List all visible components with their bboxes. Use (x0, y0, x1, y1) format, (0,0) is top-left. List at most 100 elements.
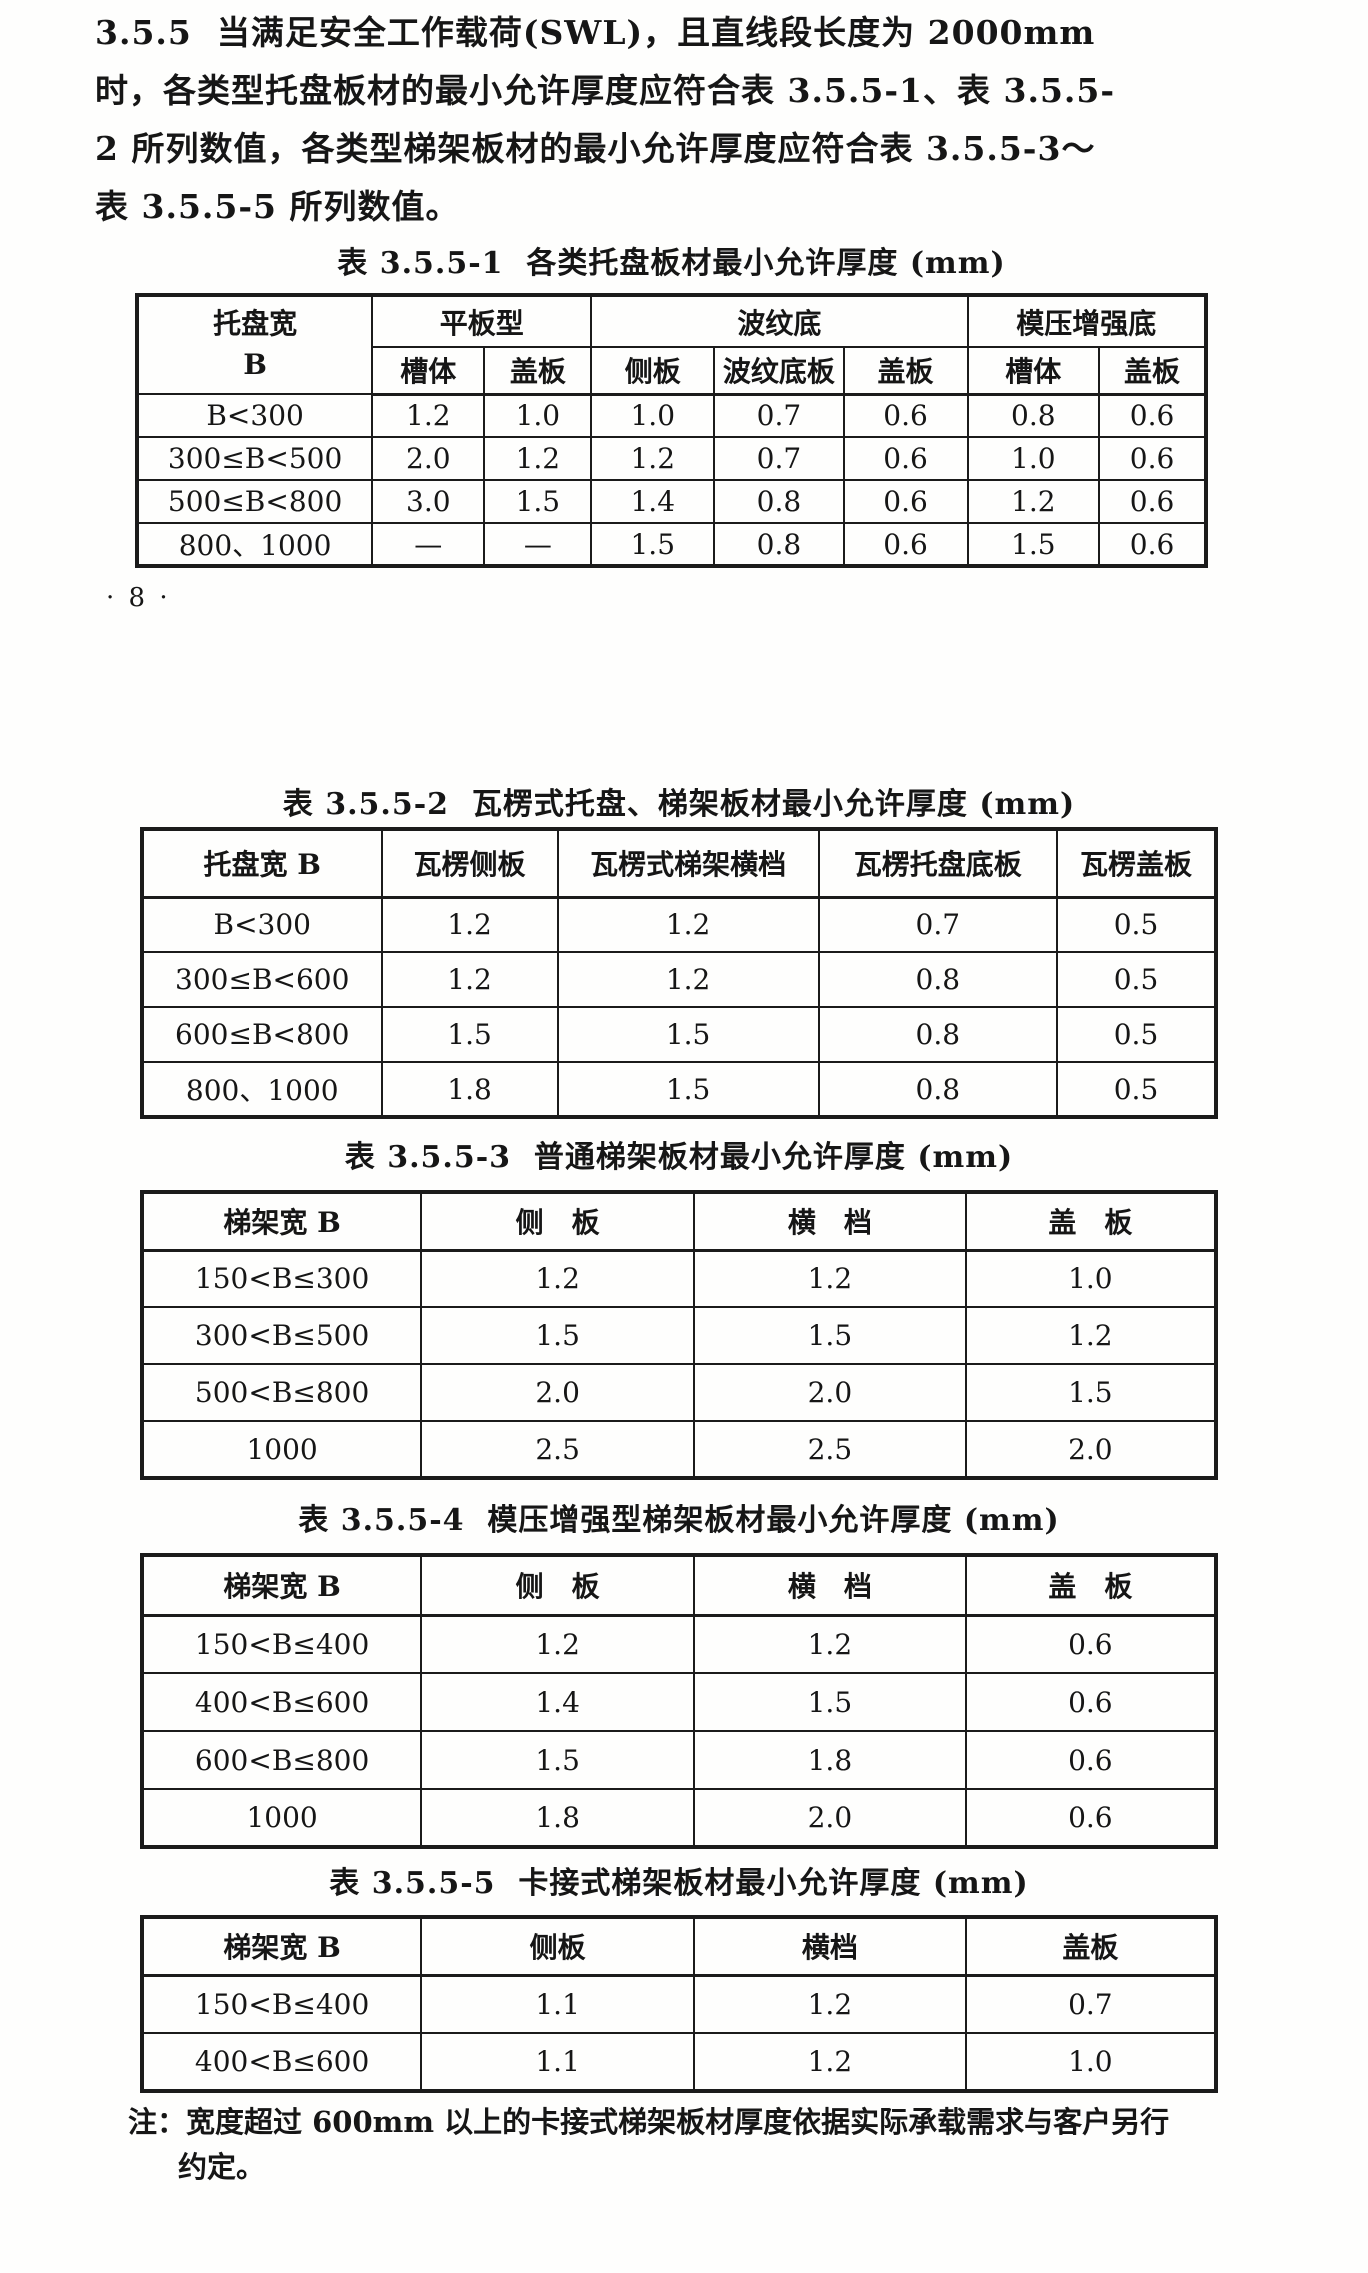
cell-value: 1.5 (966, 522, 1101, 567)
cell-value: 0.7 (817, 896, 1059, 953)
cell-value: 1.5 (964, 1363, 1218, 1422)
cell-value: 0.8 (817, 1006, 1059, 1063)
cell-value: 0.5 (1056, 951, 1217, 1008)
paragraph-line: 2 所列数值，各类型梯架板材的最小允许厚度应符合表 3.5.5-3～ (95, 129, 1096, 168)
column-header: 盖 板 (964, 1191, 1218, 1252)
cell-value: 1.4 (590, 479, 716, 524)
cell-value: 0.6 (1098, 522, 1207, 567)
row-label: 400<B≤600 (140, 2032, 423, 2092)
corner-header: 托盘宽 B (135, 294, 374, 395)
cell-value: 1.5 (380, 1006, 559, 1063)
column-header: 托盘宽 B (141, 828, 383, 899)
table-3-5-5-5: 梯架宽 B 侧板 横档 盖板 150<B≤400 1.1 1.2 0.7 400<B≤600 1.… (140, 1915, 1218, 2093)
row-label: 300≤B<500 (135, 436, 374, 481)
row-label: B<300 (135, 393, 374, 438)
cell-value: 0.8 (713, 522, 845, 567)
table-row: 800、1000 1.8 1.5 0.8 0.5 (141, 1061, 1217, 1118)
cell-value: 2.5 (420, 1420, 696, 1479)
table-row: 400<B≤600 1.1 1.2 1.0 (140, 2032, 1218, 2092)
table-row: 150<B≤400 1.1 1.2 0.7 (140, 1974, 1218, 2034)
cell-value: 1.4 (420, 1672, 696, 1732)
table-row: 1000 1.8 2.0 0.6 (140, 1788, 1218, 1848)
cell-value: 1.1 (420, 2032, 696, 2092)
cell-value: 0.6 (964, 1730, 1218, 1790)
cell-value: 1.0 (964, 1249, 1218, 1308)
table-title-3-5-5-4: 表 3.5.5-4 模压增强型梯架板材最小允许厚度 (mm) (298, 1503, 1060, 1538)
row-label: 400<B≤600 (140, 1672, 423, 1732)
row-label: 600≤B<800 (141, 1006, 383, 1063)
cell-value: 1.2 (693, 1249, 967, 1308)
column-header: 盖 板 (964, 1554, 1218, 1617)
corner-header-line: B (243, 348, 267, 381)
corner-header-line: 托盘宽 (213, 307, 298, 341)
cell-value: 1.2 (483, 436, 593, 481)
table-row: 500≤B<800 3.0 1.5 1.4 0.8 0.6 1.2 0.6 (135, 479, 1207, 524)
column-header: 瓦楞盖板 (1056, 828, 1217, 899)
table-row: 1000 2.5 2.5 2.0 (140, 1420, 1218, 1479)
group-header: 平板型 (371, 294, 593, 348)
group-header: 波纹底 (590, 294, 969, 348)
cell-value: 0.5 (1056, 1006, 1217, 1063)
cell-value: 1.5 (556, 1061, 820, 1118)
cell-value: 1.2 (371, 393, 486, 438)
cell-value: 0.6 (964, 1788, 1218, 1848)
cell-value: 0.6 (1098, 479, 1207, 524)
column-header: 侧 板 (420, 1191, 696, 1252)
column-header: 梯架宽 B (140, 1916, 423, 1977)
column-header: 侧板 (420, 1916, 696, 1977)
table-row: 150<B≤400 1.2 1.2 0.6 (140, 1614, 1218, 1674)
row-label: 500≤B<800 (135, 479, 374, 524)
table-row: 400<B≤600 1.4 1.5 0.6 (140, 1672, 1218, 1732)
table-row: 500<B≤800 2.0 2.0 1.5 (140, 1363, 1218, 1422)
cell-value: 0.6 (842, 393, 969, 438)
column-header: 梯架宽 B (140, 1191, 423, 1252)
cell-value: 1.8 (693, 1730, 967, 1790)
table-row: 300≤B<600 1.2 1.2 0.8 0.5 (141, 951, 1217, 1008)
column-header: 侧板 (590, 346, 716, 396)
column-header: 横 档 (693, 1191, 967, 1252)
table-title-3-5-5-5: 表 3.5.5-5 卡接式梯架板材最小允许厚度 (mm) (329, 1866, 1029, 1901)
paragraph-line: 3.5.5 当满足安全工作载荷(SWL)，且直线段长度为 2000mm (95, 13, 1096, 52)
column-header: 盖板 (964, 1916, 1218, 1977)
row-label: 800、1000 (135, 522, 374, 567)
column-header: 槽体 (371, 346, 486, 396)
cell-value: 1.5 (693, 1306, 967, 1365)
cell-value: 0.7 (964, 1974, 1218, 2034)
cell-value: 1.5 (420, 1730, 696, 1790)
row-label: 800、1000 (141, 1061, 383, 1118)
cell-value: 1.2 (590, 436, 716, 481)
table-3-5-5-2: 托盘宽 B 瓦楞侧板 瓦楞式梯架横档 瓦楞托盘底板 瓦楞盖板 B<300 1.2 1.2 0.7… (140, 827, 1218, 1119)
cell-value: 0.6 (1098, 393, 1207, 438)
column-header: 盖板 (842, 346, 969, 396)
row-label: 300≤B<600 (141, 951, 383, 1008)
cell-value: — (483, 522, 593, 567)
cell-value: 0.5 (1056, 1061, 1217, 1118)
column-header: 盖板 (483, 346, 593, 396)
page-number: · 8 · (106, 583, 171, 613)
column-header: 波纹底板 (713, 346, 845, 396)
cell-value: 1.2 (964, 1306, 1218, 1365)
paragraph-line: 时，各类型托盘板材的最小允许厚度应符合表 3.5.5-1、表 3.5.5- (95, 71, 1116, 110)
cell-value: 0.8 (817, 951, 1059, 1008)
cell-value: 0.6 (964, 1614, 1218, 1674)
cell-value: 1.0 (966, 436, 1101, 481)
cell-value: 2.0 (693, 1363, 967, 1422)
cell-value: 2.5 (693, 1420, 967, 1479)
column-header: 梯架宽 B (140, 1554, 423, 1617)
cell-value: 1.2 (420, 1249, 696, 1308)
cell-value: 0.7 (713, 393, 845, 438)
row-label: 600<B≤800 (140, 1730, 423, 1790)
cell-value: 0.7 (713, 436, 845, 481)
cell-value: 0.8 (713, 479, 845, 524)
cell-value: 1.0 (964, 2032, 1218, 2092)
row-label: 1000 (140, 1420, 423, 1479)
table-row: 800、1000— —1.5 0.8 0.6 1.5 0.6 (135, 522, 1207, 567)
cell-value: 1.2 (693, 2032, 967, 2092)
cell-value: 0.6 (842, 479, 969, 524)
row-label: 150<B≤300 (140, 1249, 423, 1308)
cell-value: 1.2 (693, 1974, 967, 2034)
row-label: 500<B≤800 (140, 1363, 423, 1422)
